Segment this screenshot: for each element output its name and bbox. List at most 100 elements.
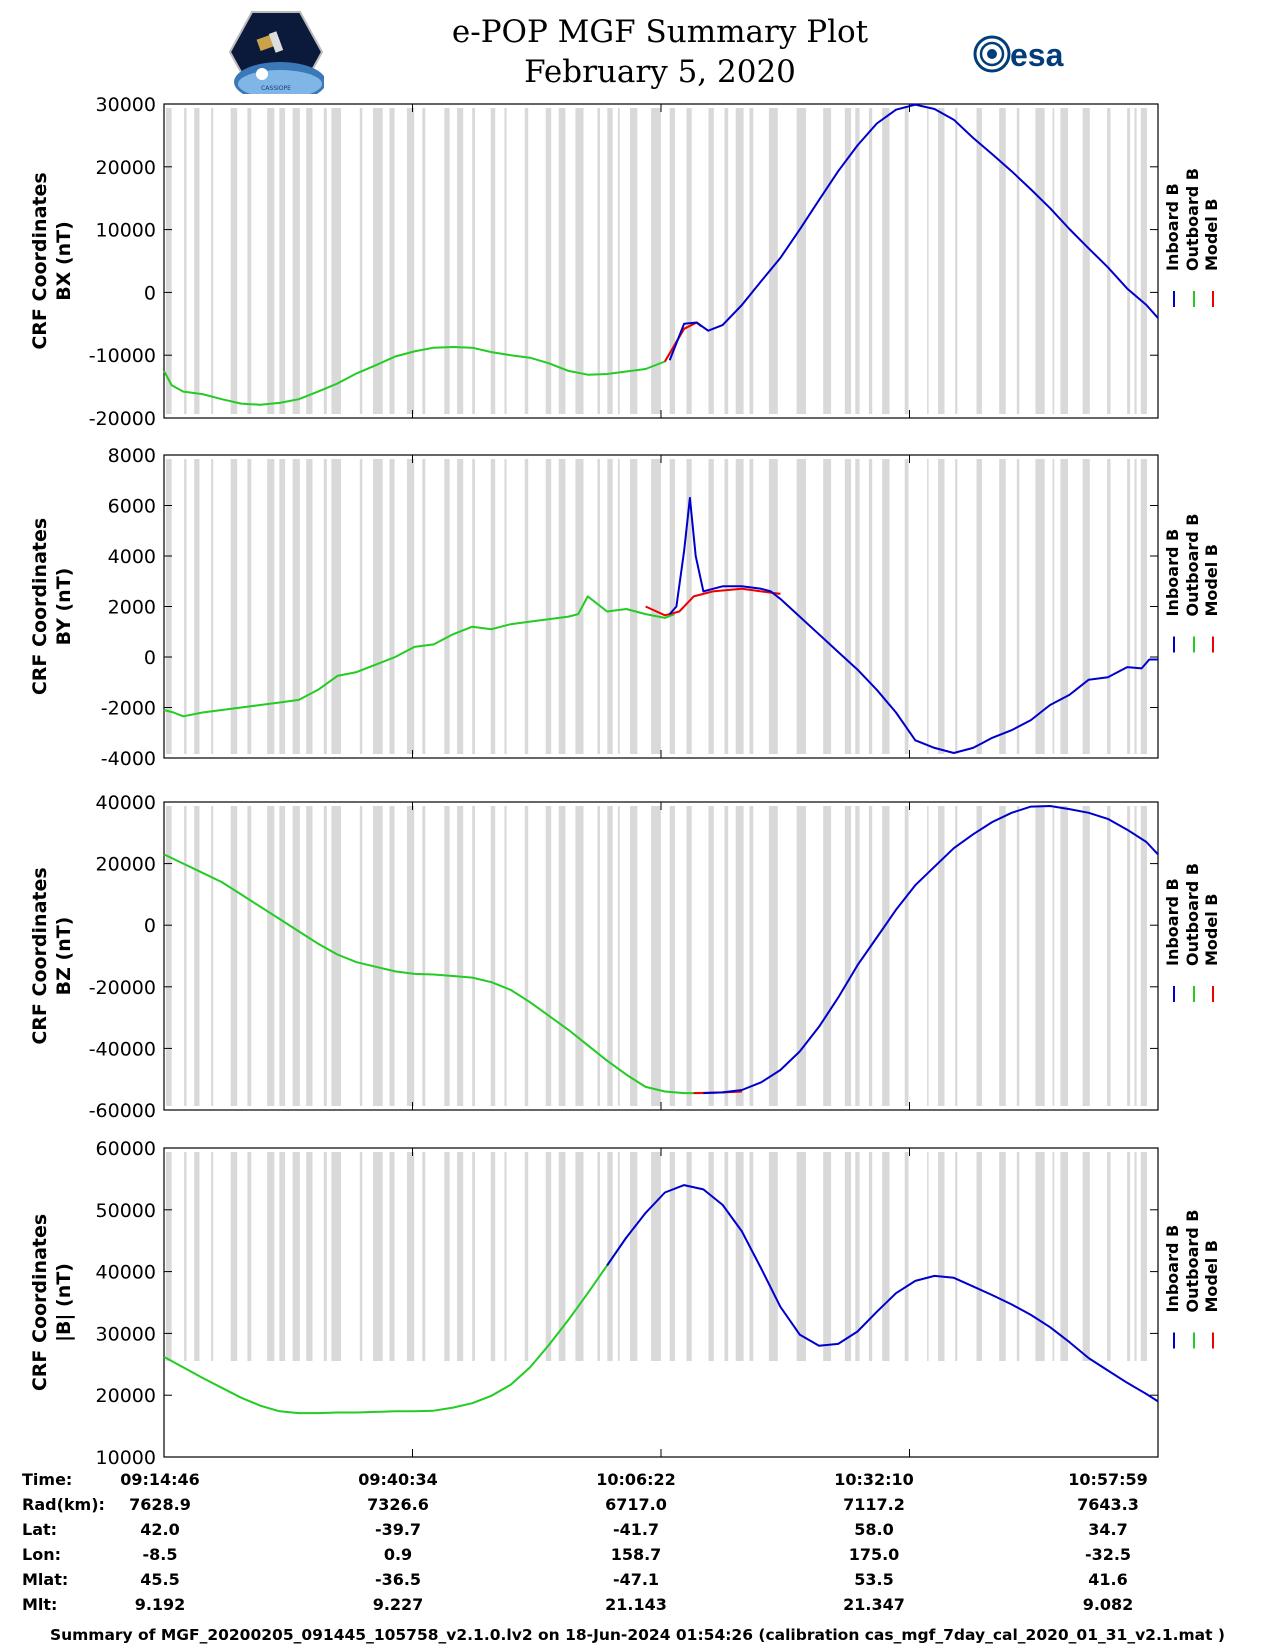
y-axis-label: CRF Coordinates |B| (nT) bbox=[29, 1214, 75, 1391]
row-label-mlt: Mlt: bbox=[22, 1595, 58, 1614]
legend-label: Model B bbox=[1202, 544, 1221, 616]
gap-band bbox=[749, 806, 754, 1106]
gap-band bbox=[1035, 108, 1045, 414]
gap-band bbox=[597, 108, 601, 414]
gap-band bbox=[211, 108, 214, 414]
tick-lon: -8.5 bbox=[142, 1545, 178, 1564]
gap-band bbox=[823, 806, 832, 1106]
gap-band bbox=[855, 459, 860, 754]
gap-band bbox=[457, 459, 464, 754]
gap-band bbox=[882, 806, 890, 1106]
tick-time: 09:14:46 bbox=[120, 1470, 200, 1489]
gap-band bbox=[211, 806, 214, 1106]
gap-band bbox=[389, 1152, 395, 1361]
y-tick-label: 0 bbox=[144, 282, 156, 304]
gap-band bbox=[524, 1152, 529, 1361]
y-axis-label-line2: BY (nT) bbox=[53, 568, 75, 646]
tick-rad: 7117.2 bbox=[843, 1495, 905, 1514]
gap-band bbox=[575, 108, 584, 414]
gap-band bbox=[882, 459, 890, 754]
gap-band bbox=[558, 1152, 566, 1361]
gap-band bbox=[1134, 1152, 1137, 1361]
gap-band bbox=[1134, 459, 1137, 754]
gap-band bbox=[617, 108, 620, 414]
y-tick-label: -20000 bbox=[89, 977, 156, 999]
gap-band bbox=[749, 459, 754, 754]
gap-band bbox=[1107, 1152, 1111, 1361]
gap-band bbox=[389, 108, 395, 414]
gap-band bbox=[504, 806, 507, 1106]
gap-band bbox=[1016, 806, 1020, 1106]
gap-band bbox=[724, 806, 729, 1106]
gap-band bbox=[686, 806, 692, 1106]
gap-band bbox=[472, 459, 475, 754]
gap-band bbox=[735, 806, 744, 1106]
gap-band bbox=[882, 108, 890, 414]
gap-band bbox=[768, 108, 778, 414]
tick-rad: 6717.0 bbox=[605, 1495, 667, 1514]
gap-band bbox=[165, 806, 172, 1106]
y-tick-label: 2000 bbox=[108, 597, 156, 619]
gap-band bbox=[422, 108, 426, 414]
gap-band bbox=[1060, 108, 1069, 414]
gap-band bbox=[372, 108, 383, 414]
title-line-2: February 5, 2020 bbox=[524, 54, 796, 90]
tick-time: 09:40:34 bbox=[358, 1470, 438, 1489]
tick-time: 10:57:59 bbox=[1068, 1470, 1148, 1489]
row-label-rad: Rad(km): bbox=[22, 1495, 105, 1514]
y-tick-label: 0 bbox=[144, 647, 156, 669]
gap-band bbox=[686, 1152, 692, 1361]
series-inboard-b bbox=[668, 496, 1158, 754]
gap-band bbox=[855, 1152, 860, 1361]
tick-lat: 42.0 bbox=[140, 1520, 180, 1539]
svg-text:CASSIOPE: CASSIOPE bbox=[261, 85, 291, 92]
gap-band bbox=[955, 806, 958, 1106]
gap-band bbox=[823, 108, 832, 414]
tick-lon: 175.0 bbox=[848, 1545, 900, 1564]
y-tick-label: -60000 bbox=[89, 1100, 156, 1122]
gap-band bbox=[796, 459, 807, 754]
gap-band bbox=[230, 459, 238, 754]
gap-band bbox=[735, 459, 744, 754]
row-label-mlat: Mlat: bbox=[22, 1570, 69, 1589]
gap-band bbox=[1052, 1152, 1055, 1361]
y-tick-label: 0 bbox=[144, 915, 156, 937]
gap-band bbox=[292, 459, 300, 754]
gap-band bbox=[422, 1152, 426, 1361]
gap-band bbox=[927, 108, 929, 414]
y-tick-label: 30000 bbox=[96, 1323, 156, 1345]
tick-time: 10:06:22 bbox=[596, 1470, 676, 1489]
tick-mlt: 21.143 bbox=[605, 1595, 667, 1614]
panel-2: -4000 -2000 0 2000 4000 6000 8000 CRF Coordinat… bbox=[29, 445, 1221, 770]
gap-band bbox=[389, 806, 395, 1106]
tick-mlt: 21.347 bbox=[843, 1595, 905, 1614]
gap-band bbox=[1140, 1152, 1147, 1361]
gap-band bbox=[184, 1152, 187, 1361]
gap-band bbox=[267, 459, 275, 754]
gap-band bbox=[927, 806, 929, 1106]
gap-band bbox=[629, 1152, 638, 1361]
gap-band bbox=[823, 459, 832, 754]
gap-band bbox=[904, 1152, 909, 1361]
gap-band bbox=[211, 459, 214, 754]
gap-band bbox=[999, 1152, 1006, 1361]
gap-band bbox=[735, 108, 744, 414]
gap-band bbox=[669, 1152, 675, 1361]
gap-band bbox=[267, 108, 275, 414]
legend-label: Inboard B bbox=[1163, 878, 1182, 966]
gap-band bbox=[406, 108, 415, 414]
gap-band bbox=[279, 806, 286, 1106]
gap-band bbox=[359, 1152, 363, 1361]
gap-band bbox=[267, 806, 275, 1106]
y-tick-label: -4000 bbox=[101, 748, 156, 770]
gap-band bbox=[844, 806, 852, 1106]
gap-band bbox=[976, 1152, 982, 1361]
series-inboard-b bbox=[668, 103, 1159, 361]
gap-band bbox=[444, 806, 450, 1106]
gap-band bbox=[247, 806, 252, 1106]
series-outboard-b bbox=[163, 1237, 628, 1415]
plot-frame bbox=[163, 103, 1159, 419]
gap-band bbox=[999, 459, 1006, 754]
gap-band bbox=[1107, 108, 1111, 414]
gap-band bbox=[331, 1152, 342, 1361]
